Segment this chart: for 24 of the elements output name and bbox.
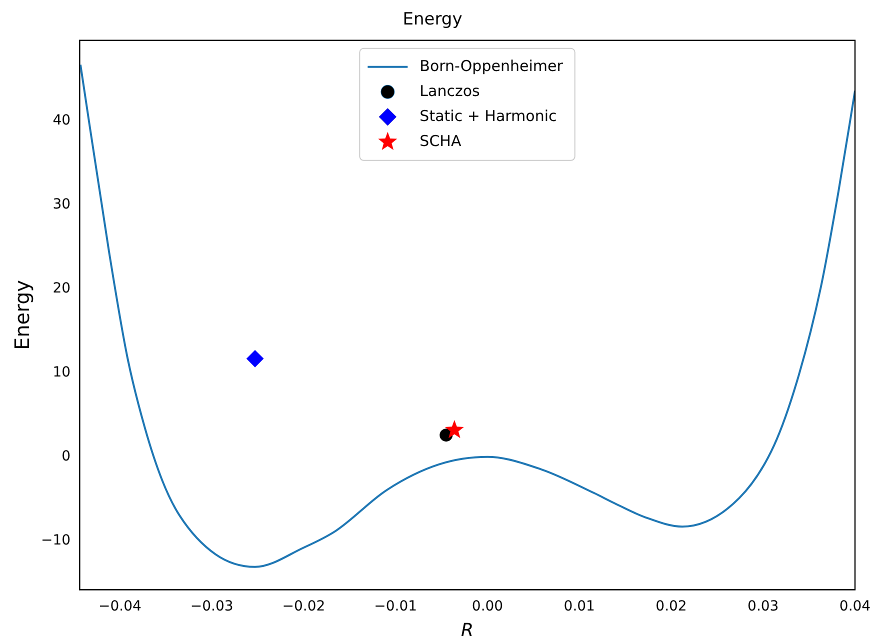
legend-label: SCHA	[420, 132, 462, 150]
y-tick-label: 20	[52, 280, 71, 297]
y-tick-label: 30	[52, 196, 71, 213]
legend-label: Lanczos	[420, 82, 480, 100]
x-tick-label: −0.03	[190, 598, 234, 615]
x-tick-label: 0.02	[656, 598, 687, 615]
x-tick-label: 0.00	[472, 598, 504, 615]
y-tick-label: 10	[52, 364, 71, 381]
y-tick-label: 40	[52, 112, 71, 129]
y-tick-label: 0	[62, 448, 71, 465]
legend-label: Born-Oppenheimer	[420, 56, 564, 75]
x-tick-label: −0.02	[282, 598, 326, 615]
point	[246, 350, 264, 368]
x-tick-label: −0.04	[98, 598, 142, 615]
x-tick-label: −0.01	[374, 598, 418, 615]
x-tick-label: 0.03	[748, 598, 779, 615]
x-tick-label: 0.04	[839, 598, 871, 615]
y-tick-label: −10	[41, 532, 71, 549]
y-axis-title: Energy	[10, 280, 34, 350]
point	[444, 420, 464, 438]
chart-title: Energy	[402, 10, 462, 30]
x-axis-title: R	[461, 620, 474, 641]
x-tick-label: 0.01	[564, 598, 595, 615]
legend-label: Static + Harmonic	[420, 106, 557, 125]
